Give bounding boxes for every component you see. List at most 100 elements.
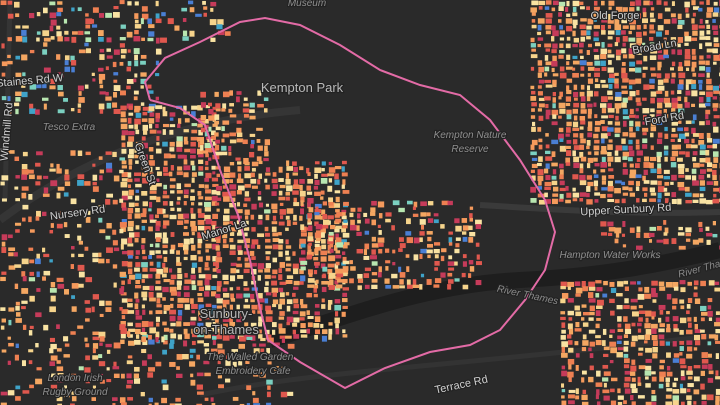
building	[77, 325, 84, 329]
building	[204, 130, 209, 137]
building	[566, 192, 572, 198]
building	[642, 175, 646, 181]
building	[441, 248, 447, 253]
building	[610, 377, 618, 382]
building	[551, 162, 558, 167]
building	[229, 172, 236, 178]
building	[628, 48, 634, 55]
building	[36, 31, 41, 35]
building	[215, 202, 220, 206]
building	[616, 340, 622, 344]
building	[71, 391, 77, 395]
building	[222, 317, 230, 322]
building	[183, 292, 190, 298]
building	[561, 352, 568, 358]
building	[246, 385, 252, 391]
building	[134, 24, 142, 29]
building	[307, 201, 311, 207]
building	[176, 190, 183, 194]
building	[21, 91, 28, 98]
building	[671, 61, 676, 67]
building	[198, 171, 204, 176]
building	[666, 371, 673, 377]
building	[671, 121, 678, 126]
building	[705, 66, 711, 73]
building	[684, 36, 692, 42]
building	[600, 221, 607, 227]
building	[694, 329, 702, 334]
building	[462, 225, 469, 231]
building	[71, 36, 77, 43]
building	[126, 360, 133, 365]
building	[468, 225, 473, 231]
building	[105, 343, 112, 348]
building	[601, 42, 605, 48]
building	[169, 178, 176, 182]
building	[149, 195, 157, 200]
building	[684, 138, 690, 144]
building	[350, 266, 356, 271]
building	[651, 389, 656, 395]
building	[587, 151, 592, 155]
building	[243, 281, 248, 287]
building	[665, 394, 672, 399]
building	[121, 142, 126, 148]
building	[222, 91, 230, 98]
building	[637, 293, 645, 300]
building	[217, 343, 223, 349]
building	[14, 102, 20, 107]
building	[22, 25, 29, 29]
building	[658, 281, 665, 287]
building	[169, 214, 177, 220]
building	[385, 212, 392, 217]
building	[559, 138, 564, 142]
building	[92, 174, 98, 181]
building	[615, 37, 620, 43]
building	[307, 322, 313, 328]
building	[177, 154, 185, 159]
building	[628, 180, 634, 186]
building	[212, 183, 219, 187]
building	[356, 231, 362, 236]
building	[215, 316, 219, 323]
building	[629, 192, 635, 197]
building	[607, 121, 613, 125]
building	[615, 6, 623, 13]
building	[545, 61, 552, 66]
building	[637, 328, 642, 333]
building	[708, 334, 716, 339]
building	[221, 138, 225, 143]
building	[170, 291, 178, 296]
building	[629, 25, 636, 30]
building	[177, 196, 181, 201]
building	[208, 115, 215, 121]
building	[299, 268, 304, 274]
building	[257, 329, 262, 334]
building	[141, 225, 146, 231]
building	[580, 18, 587, 22]
building	[148, 274, 153, 279]
building	[656, 43, 663, 48]
building	[651, 328, 657, 334]
building	[120, 321, 126, 326]
building	[190, 373, 194, 378]
building	[183, 189, 189, 195]
building	[677, 43, 681, 48]
building	[127, 255, 133, 259]
building	[684, 186, 690, 192]
building	[663, 54, 669, 59]
building	[205, 322, 212, 328]
building	[222, 120, 230, 125]
building	[691, 175, 697, 181]
building	[705, 91, 713, 97]
building	[643, 24, 647, 29]
building	[258, 316, 264, 322]
building	[693, 292, 698, 297]
building	[392, 249, 396, 254]
building	[119, 61, 124, 66]
building	[631, 401, 636, 405]
building	[698, 96, 704, 103]
building	[278, 328, 286, 334]
building	[78, 240, 83, 245]
building	[560, 286, 566, 290]
